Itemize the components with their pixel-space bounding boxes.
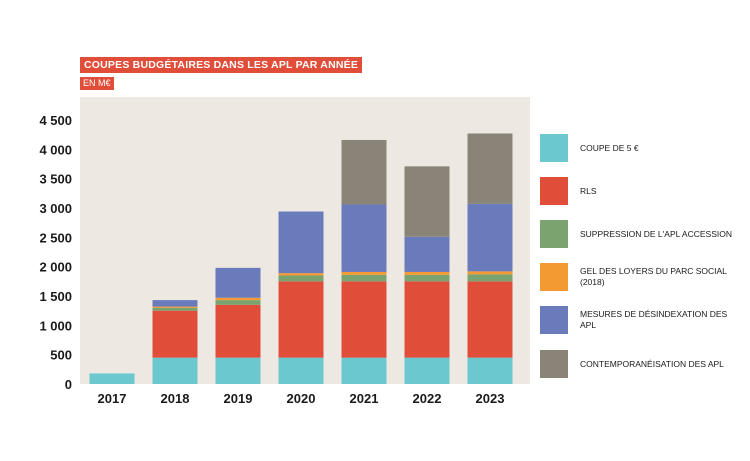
legend-label: SUPPRESSION DE L'APL ACCESSION	[580, 228, 732, 239]
legend-item: RLS	[540, 177, 740, 209]
y-tick-label: 1 000	[39, 318, 72, 333]
legend-label: MESURES DE DÉSINDEXATION DES APL	[580, 309, 728, 330]
x-axis: 2017 2018 2019 2020 2021 2022 2023	[98, 391, 505, 406]
bar-segment	[467, 271, 513, 275]
bars-group	[89, 133, 513, 384]
bar-segment	[278, 273, 324, 276]
bar-segment	[278, 275, 324, 282]
bar-segment	[467, 133, 513, 204]
x-tick-label: 2021	[350, 391, 379, 406]
bar-segment	[404, 281, 450, 358]
y-tick-label: 3 000	[39, 201, 72, 216]
legend-label: RLS	[580, 185, 597, 196]
bar-segment	[467, 274, 513, 282]
bar-segment	[215, 300, 261, 305]
legend-item: GEL DES LOYERS DU PARC SOCIAL (2018)	[540, 263, 740, 295]
x-tick-label: 2019	[224, 391, 253, 406]
legend-item: COUPE DE 5 €	[540, 134, 740, 166]
bar-segment	[152, 300, 198, 307]
bar-segment	[89, 373, 135, 384]
x-tick-label: 2018	[161, 391, 190, 406]
legend-swatch	[540, 220, 568, 248]
bar-segment	[215, 357, 261, 384]
legend-swatch	[540, 306, 568, 334]
bar-segment	[404, 166, 450, 237]
bar-segment	[404, 357, 450, 384]
y-tick-label: 2 500	[39, 230, 72, 245]
bar-segment	[467, 281, 513, 358]
legend-swatch	[540, 263, 568, 291]
legend-label: GEL DES LOYERS DU PARC SOCIAL (2018)	[580, 266, 727, 287]
legend-label: COUPE DE 5 €	[580, 142, 639, 153]
chart-subtitle: EN M€	[80, 77, 114, 90]
legend-item: MESURES DE DÉSINDEXATION DES APL	[540, 306, 740, 338]
legend-label: CONTEMPORANÉISATION DES APL	[580, 358, 724, 369]
legend-swatch	[540, 134, 568, 162]
bar-segment	[278, 211, 324, 274]
bar-segment	[152, 306, 198, 308]
y-tick-label: 4 000	[39, 142, 72, 157]
bar-segment	[152, 310, 198, 358]
x-tick-label: 2020	[287, 391, 316, 406]
bar-segment	[404, 274, 450, 282]
y-tick-label: 1 500	[39, 289, 72, 304]
bar-segment	[215, 267, 261, 298]
y-tick-label: 0	[65, 377, 72, 392]
legend-item: SUPPRESSION DE L'APL ACCESSION	[540, 220, 740, 252]
chart-title: COUPES BUDGÉTAIRES DANS LES APL PAR ANNÉ…	[80, 57, 363, 73]
x-tick-label: 2022	[413, 391, 442, 406]
bar-segment	[215, 297, 261, 301]
y-tick-label: 3 500	[39, 172, 72, 187]
bar-segment	[215, 304, 261, 358]
y-tick-label: 2 000	[39, 260, 72, 275]
y-axis: 0 500 1 000 1 500 2 000 2 500 3 000 3 500 4 000 4…	[39, 113, 72, 392]
bar-segment	[341, 271, 387, 275]
y-tick-label: 500	[50, 348, 72, 363]
bar-segment	[341, 274, 387, 282]
x-tick-label: 2017	[98, 391, 127, 406]
y-tick-label: 4 500	[39, 113, 72, 128]
bar-segment	[467, 203, 513, 272]
legend-swatch	[540, 177, 568, 205]
bar-segment	[404, 236, 450, 272]
chart-header: COUPES BUDGÉTAIRES DANS LES APL PAR ANNÉ…	[80, 55, 363, 91]
bar-segment	[467, 357, 513, 384]
bar-segment	[278, 281, 324, 358]
x-tick-label: 2023	[476, 391, 505, 406]
bar-segment	[341, 281, 387, 358]
legend-item: CONTEMPORANÉISATION DES APL	[540, 350, 740, 382]
bar-segment	[278, 357, 324, 384]
bar-segment	[341, 139, 387, 205]
bar-segment	[341, 204, 387, 272]
bar-segment	[404, 271, 450, 275]
bar-segment	[341, 357, 387, 384]
bar-segment	[152, 357, 198, 384]
bar-segment	[152, 307, 198, 311]
legend-swatch	[540, 350, 568, 378]
